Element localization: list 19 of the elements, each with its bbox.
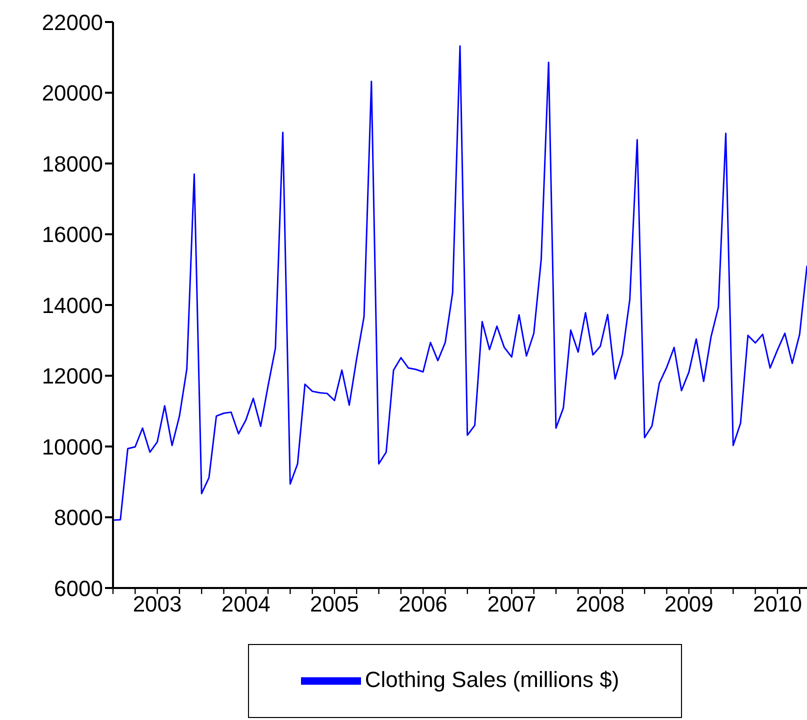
y-tick-label: 10000 bbox=[42, 434, 103, 460]
y-tick-label: 6000 bbox=[54, 576, 103, 601]
y-tick-label: 20000 bbox=[42, 80, 103, 106]
y-tick-label: 22000 bbox=[42, 10, 103, 35]
y-tick-label: 16000 bbox=[42, 222, 103, 248]
x-tick-label: 2007 bbox=[487, 592, 536, 617]
line-series bbox=[113, 45, 807, 521]
x-tick-label: 2009 bbox=[664, 592, 714, 617]
x-tick-label: 2003 bbox=[132, 592, 182, 617]
x-tick-label: 2004 bbox=[221, 592, 270, 617]
y-tick-label: 12000 bbox=[42, 364, 103, 389]
y-tick-label: 18000 bbox=[42, 151, 103, 176]
y-tick-label: 14000 bbox=[42, 292, 103, 318]
y-tick-label: 8000 bbox=[54, 505, 103, 530]
x-tick-label: 2006 bbox=[398, 592, 448, 617]
legend-label: Clothing Sales (millions $) bbox=[364, 666, 620, 692]
x-tick-label: 2008 bbox=[576, 592, 625, 617]
x-tick-label: 2010 bbox=[752, 592, 802, 617]
x-tick-label: 2005 bbox=[310, 592, 359, 617]
